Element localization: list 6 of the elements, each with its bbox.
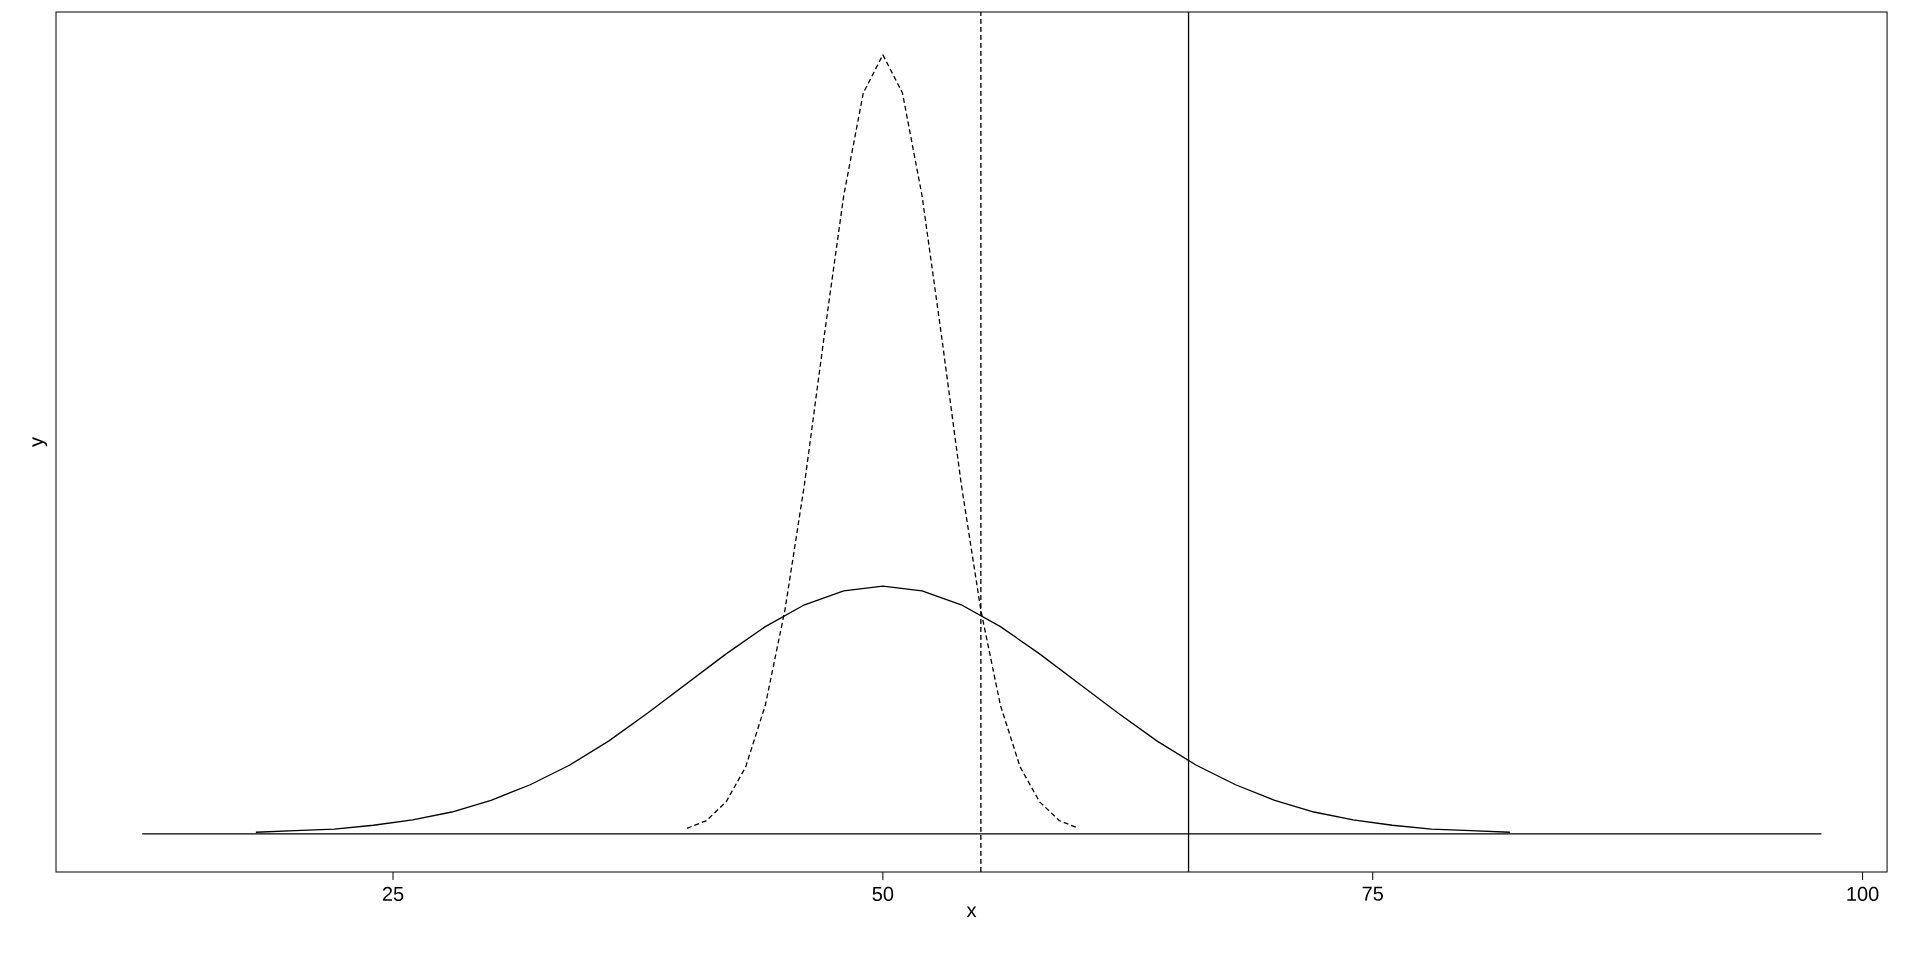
x-tick-label: 100	[1847, 886, 1879, 901]
x-axis-title: x	[966, 906, 977, 918]
x-tick-label: 75	[1362, 886, 1384, 901]
x-tick-label: 25	[382, 886, 404, 901]
y-axis-title: y	[32, 437, 48, 447]
x-tick-label: 50	[872, 886, 894, 901]
